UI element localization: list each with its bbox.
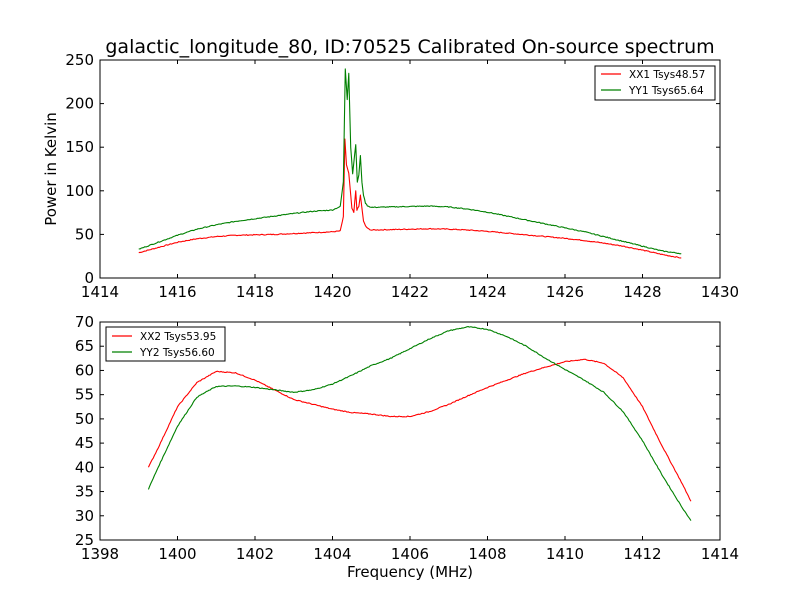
bottom-legend: XX2 Tsys53.95 YY2 Tsys56.60 bbox=[105, 326, 226, 362]
bottom-x-tick-label: 1412 bbox=[623, 545, 661, 563]
bottom-y-tick-label: 70 bbox=[75, 313, 94, 331]
chart-title: galactic_longitude_80, ID:70525 Calibrat… bbox=[105, 36, 714, 58]
top-legend: XX1 Tsys48.57 YY1 Tsys65.64 bbox=[594, 65, 716, 101]
top-x-tick-label: 1414 bbox=[81, 283, 119, 301]
bottom-x-tick-label: 1400 bbox=[158, 545, 196, 563]
bottom-y-tick-label: 40 bbox=[75, 458, 94, 476]
bottom-x-tick-label: 1406 bbox=[391, 545, 429, 563]
top-x-tick-label: 1418 bbox=[236, 283, 274, 301]
top-legend-label-xx1: XX1 Tsys48.57 bbox=[629, 69, 705, 81]
bottom-axis-ticks: 1398 1400 1402 1404 1406 1408 1410 1412 1414 25 30… bbox=[75, 313, 739, 563]
bottom-y-tick-label: 35 bbox=[75, 483, 94, 501]
bottom-y-tick-label: 60 bbox=[75, 361, 94, 379]
bottom-legend-box bbox=[105, 326, 226, 362]
bottom-legend-label-xx2: XX2 Tsys53.95 bbox=[140, 331, 216, 343]
bottom-legend-label-yy2: YY2 Tsys56.60 bbox=[139, 347, 215, 359]
bottom-panel: 1398 1400 1402 1404 1406 1408 1410 1412 1414 25 30… bbox=[75, 313, 739, 581]
top-y-tick-label: 100 bbox=[65, 182, 94, 200]
top-x-tick-label: 1416 bbox=[158, 283, 196, 301]
top-x-tick-label: 1426 bbox=[546, 283, 584, 301]
bottom-x-tick-label: 1402 bbox=[236, 545, 274, 563]
top-series-line-2 bbox=[138, 68, 682, 255]
bottom-x-tick-label: 1404 bbox=[313, 545, 351, 563]
top-legend-label-yy1: YY1 Tsys65.64 bbox=[628, 85, 704, 97]
bottom-y-tick-label: 65 bbox=[75, 337, 94, 355]
bottom-y-tick-label: 50 bbox=[75, 410, 94, 428]
top-y-tick-label: 250 bbox=[65, 51, 94, 69]
top-series-line-1 bbox=[138, 138, 682, 259]
top-legend-box bbox=[594, 65, 716, 101]
bottom-series-line-1 bbox=[147, 358, 692, 502]
top-x-tick-label: 1422 bbox=[391, 283, 429, 301]
top-x-tick-label: 1420 bbox=[313, 283, 351, 301]
bottom-y-tick-label: 25 bbox=[75, 531, 94, 549]
top-y-tick-label: 150 bbox=[65, 138, 94, 156]
bottom-x-tick-label: 1410 bbox=[546, 545, 584, 563]
bottom-x-tick-label: 1398 bbox=[81, 545, 119, 563]
top-y-tick-label: 50 bbox=[75, 225, 94, 243]
top-series-lines bbox=[138, 68, 682, 259]
bottom-y-tick-label: 55 bbox=[75, 386, 94, 404]
bottom-y-tick-label: 45 bbox=[75, 434, 94, 452]
bottom-series-lines bbox=[147, 325, 692, 521]
bottom-x-axis-label: Frequency (MHz) bbox=[347, 563, 473, 581]
top-panel: 1414 1416 1418 1420 1422 1424 1426 1428 1430 0 50 1… bbox=[42, 51, 739, 301]
top-y-axis-label: Power in Kelvin bbox=[42, 112, 60, 226]
top-y-tick-label: 200 bbox=[65, 95, 94, 113]
top-x-tick-label: 1428 bbox=[623, 283, 661, 301]
bottom-y-tick-label: 30 bbox=[75, 507, 94, 525]
top-axis-ticks: 1414 1416 1418 1420 1422 1424 1426 1428 1430 0 50 1… bbox=[65, 51, 739, 301]
bottom-x-tick-label: 1414 bbox=[701, 545, 739, 563]
top-y-tick-label: 0 bbox=[84, 269, 94, 287]
top-x-tick-label: 1424 bbox=[468, 283, 506, 301]
bottom-x-tick-label: 1408 bbox=[468, 545, 506, 563]
top-x-tick-label: 1430 bbox=[701, 283, 739, 301]
bottom-series-line-2 bbox=[147, 325, 692, 521]
